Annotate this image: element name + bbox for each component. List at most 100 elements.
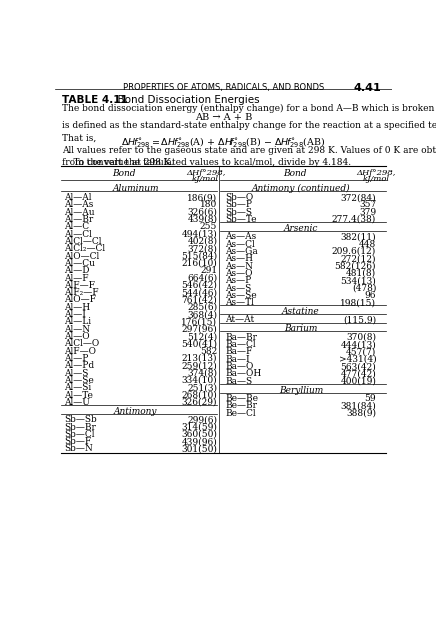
Text: 370(8): 370(8) — [346, 333, 376, 342]
Text: 448: 448 — [359, 239, 376, 249]
Text: Bond: Bond — [283, 169, 307, 178]
Text: Barium: Barium — [284, 324, 318, 333]
Text: 268(10): 268(10) — [181, 390, 217, 399]
Text: Ba—O: Ba—O — [225, 362, 253, 371]
Text: AlCl₂—Cl: AlCl₂—Cl — [64, 244, 105, 253]
Text: 186(9): 186(9) — [187, 193, 217, 202]
Text: Ba—Cl: Ba—Cl — [225, 340, 255, 349]
Text: (115.9): (115.9) — [343, 316, 376, 324]
Text: is defined as the standard-state enthalpy change for the reaction at a specified: is defined as the standard-state enthalp… — [62, 122, 436, 143]
Text: 180: 180 — [200, 200, 217, 209]
Text: 326(29): 326(29) — [182, 398, 217, 407]
Text: Al—Au: Al—Au — [64, 208, 95, 217]
Text: Al—Cl: Al—Cl — [64, 230, 92, 239]
Text: Al—N: Al—N — [64, 324, 90, 333]
Text: 301(50): 301(50) — [181, 444, 217, 454]
Text: Be—Be: Be—Be — [225, 394, 258, 403]
Text: Antimony (continued): Antimony (continued) — [252, 184, 350, 193]
Text: Bond Dissociation Energies: Bond Dissociation Energies — [111, 95, 260, 104]
Text: 540(41): 540(41) — [181, 339, 217, 348]
Text: Al—C: Al—C — [64, 222, 89, 231]
Text: 512(4): 512(4) — [187, 332, 217, 341]
Text: 251(3): 251(3) — [187, 383, 217, 392]
Text: Al—As: Al—As — [64, 200, 93, 209]
Text: As—P: As—P — [225, 276, 251, 285]
Text: Be—Br: Be—Br — [225, 401, 257, 410]
Text: kJ/mol: kJ/mol — [363, 175, 390, 183]
Text: 374(8): 374(8) — [187, 369, 217, 378]
Text: 400(19): 400(19) — [340, 377, 376, 386]
Text: Bond: Bond — [112, 169, 136, 178]
Text: 402(8): 402(8) — [187, 237, 217, 246]
Text: 664(6): 664(6) — [187, 273, 217, 282]
Text: AlF—F: AlF—F — [64, 281, 95, 290]
Text: PROPERTIES OF ATOMS, RADICALS, AND BONDS: PROPERTIES OF ATOMS, RADICALS, AND BONDS — [123, 83, 324, 92]
Text: Al—Pd: Al—Pd — [64, 362, 94, 371]
Text: Al—P: Al—P — [64, 354, 88, 363]
Text: Al—Li: Al—Li — [64, 317, 91, 326]
Text: Sb—P: Sb—P — [225, 200, 252, 209]
Text: ΔHf°298,: ΔHf°298, — [186, 169, 225, 177]
Text: Al—O: Al—O — [64, 332, 89, 341]
Text: Al—U: Al—U — [64, 398, 90, 407]
Text: AlO—F: AlO—F — [64, 296, 96, 305]
Text: 297(96): 297(96) — [181, 324, 217, 333]
Text: AlO—Cl: AlO—Cl — [64, 252, 99, 260]
Text: Ba—F: Ba—F — [225, 348, 252, 356]
Text: 299(6): 299(6) — [187, 415, 217, 424]
Text: 381(84): 381(84) — [341, 401, 376, 410]
Text: As—Tl: As—Tl — [225, 298, 254, 307]
Text: Astatine: Astatine — [282, 307, 320, 316]
Text: 379: 379 — [359, 208, 376, 217]
Text: 534(13): 534(13) — [341, 276, 376, 285]
Text: 213(13): 213(13) — [182, 354, 217, 363]
Text: 372(84): 372(84) — [341, 193, 376, 202]
Text: 457(7): 457(7) — [346, 348, 376, 356]
Text: Sb—N: Sb—N — [64, 444, 92, 454]
Text: Al—F: Al—F — [64, 273, 89, 282]
Text: 357: 357 — [359, 200, 376, 209]
Text: 444(13): 444(13) — [341, 340, 376, 349]
Text: Al—I: Al—I — [64, 310, 86, 319]
Text: 314(59): 314(59) — [181, 422, 217, 431]
Text: As—O: As—O — [225, 269, 252, 278]
Text: Al—Br: Al—Br — [64, 215, 93, 224]
Text: 494(13): 494(13) — [181, 230, 217, 239]
Text: 761(42): 761(42) — [181, 296, 217, 305]
Text: As—Cl: As—Cl — [225, 239, 255, 249]
Text: 59: 59 — [364, 394, 376, 403]
Text: 477(42): 477(42) — [341, 369, 376, 378]
Text: Antimony: Antimony — [114, 407, 158, 416]
Text: 291: 291 — [200, 266, 217, 275]
Text: As—S: As—S — [225, 284, 251, 292]
Text: 334(10): 334(10) — [182, 376, 217, 385]
Text: Ba—OH: Ba—OH — [225, 369, 261, 378]
Text: Ba—Br: Ba—Br — [225, 333, 257, 342]
Text: 277.4(38): 277.4(38) — [332, 215, 376, 224]
Text: Al—D: Al—D — [64, 266, 89, 275]
Text: AlCl—Cl: AlCl—Cl — [64, 237, 101, 246]
Text: Ba—S: Ba—S — [225, 377, 252, 386]
Text: 272(12): 272(12) — [341, 254, 376, 263]
Text: Sb—Sb: Sb—Sb — [64, 415, 96, 424]
Text: 4.41: 4.41 — [354, 83, 382, 93]
Text: Al—Al: Al—Al — [64, 193, 91, 202]
Text: As—H: As—H — [225, 254, 253, 263]
Text: Sb—O: Sb—O — [225, 193, 253, 202]
Text: $\Delta H\!f^{\circ}_{298} = \Delta H\!f^{\circ}_{298}$(A) + $\Delta H\!f^{\circ: $\Delta H\!f^{\circ}_{298} = \Delta H\!f… — [121, 135, 326, 150]
Text: 481(8): 481(8) — [346, 269, 376, 278]
Text: As—N: As—N — [225, 262, 253, 271]
Text: Al—Te: Al—Te — [64, 390, 93, 399]
Text: 96: 96 — [364, 291, 376, 300]
Text: Sb—F: Sb—F — [64, 437, 91, 446]
Text: 439(8): 439(8) — [187, 215, 217, 224]
Text: TABLE 4.11: TABLE 4.11 — [62, 95, 128, 104]
Text: AB → A + B: AB → A + B — [195, 113, 252, 122]
Text: 255: 255 — [200, 222, 217, 231]
Text: 368(4): 368(4) — [187, 310, 217, 319]
Text: At—At: At—At — [225, 316, 254, 324]
Text: 439(96): 439(96) — [181, 437, 217, 446]
Text: 216(10): 216(10) — [181, 259, 217, 268]
Text: AlCl—O: AlCl—O — [64, 339, 99, 348]
Text: 546(42): 546(42) — [181, 281, 217, 290]
